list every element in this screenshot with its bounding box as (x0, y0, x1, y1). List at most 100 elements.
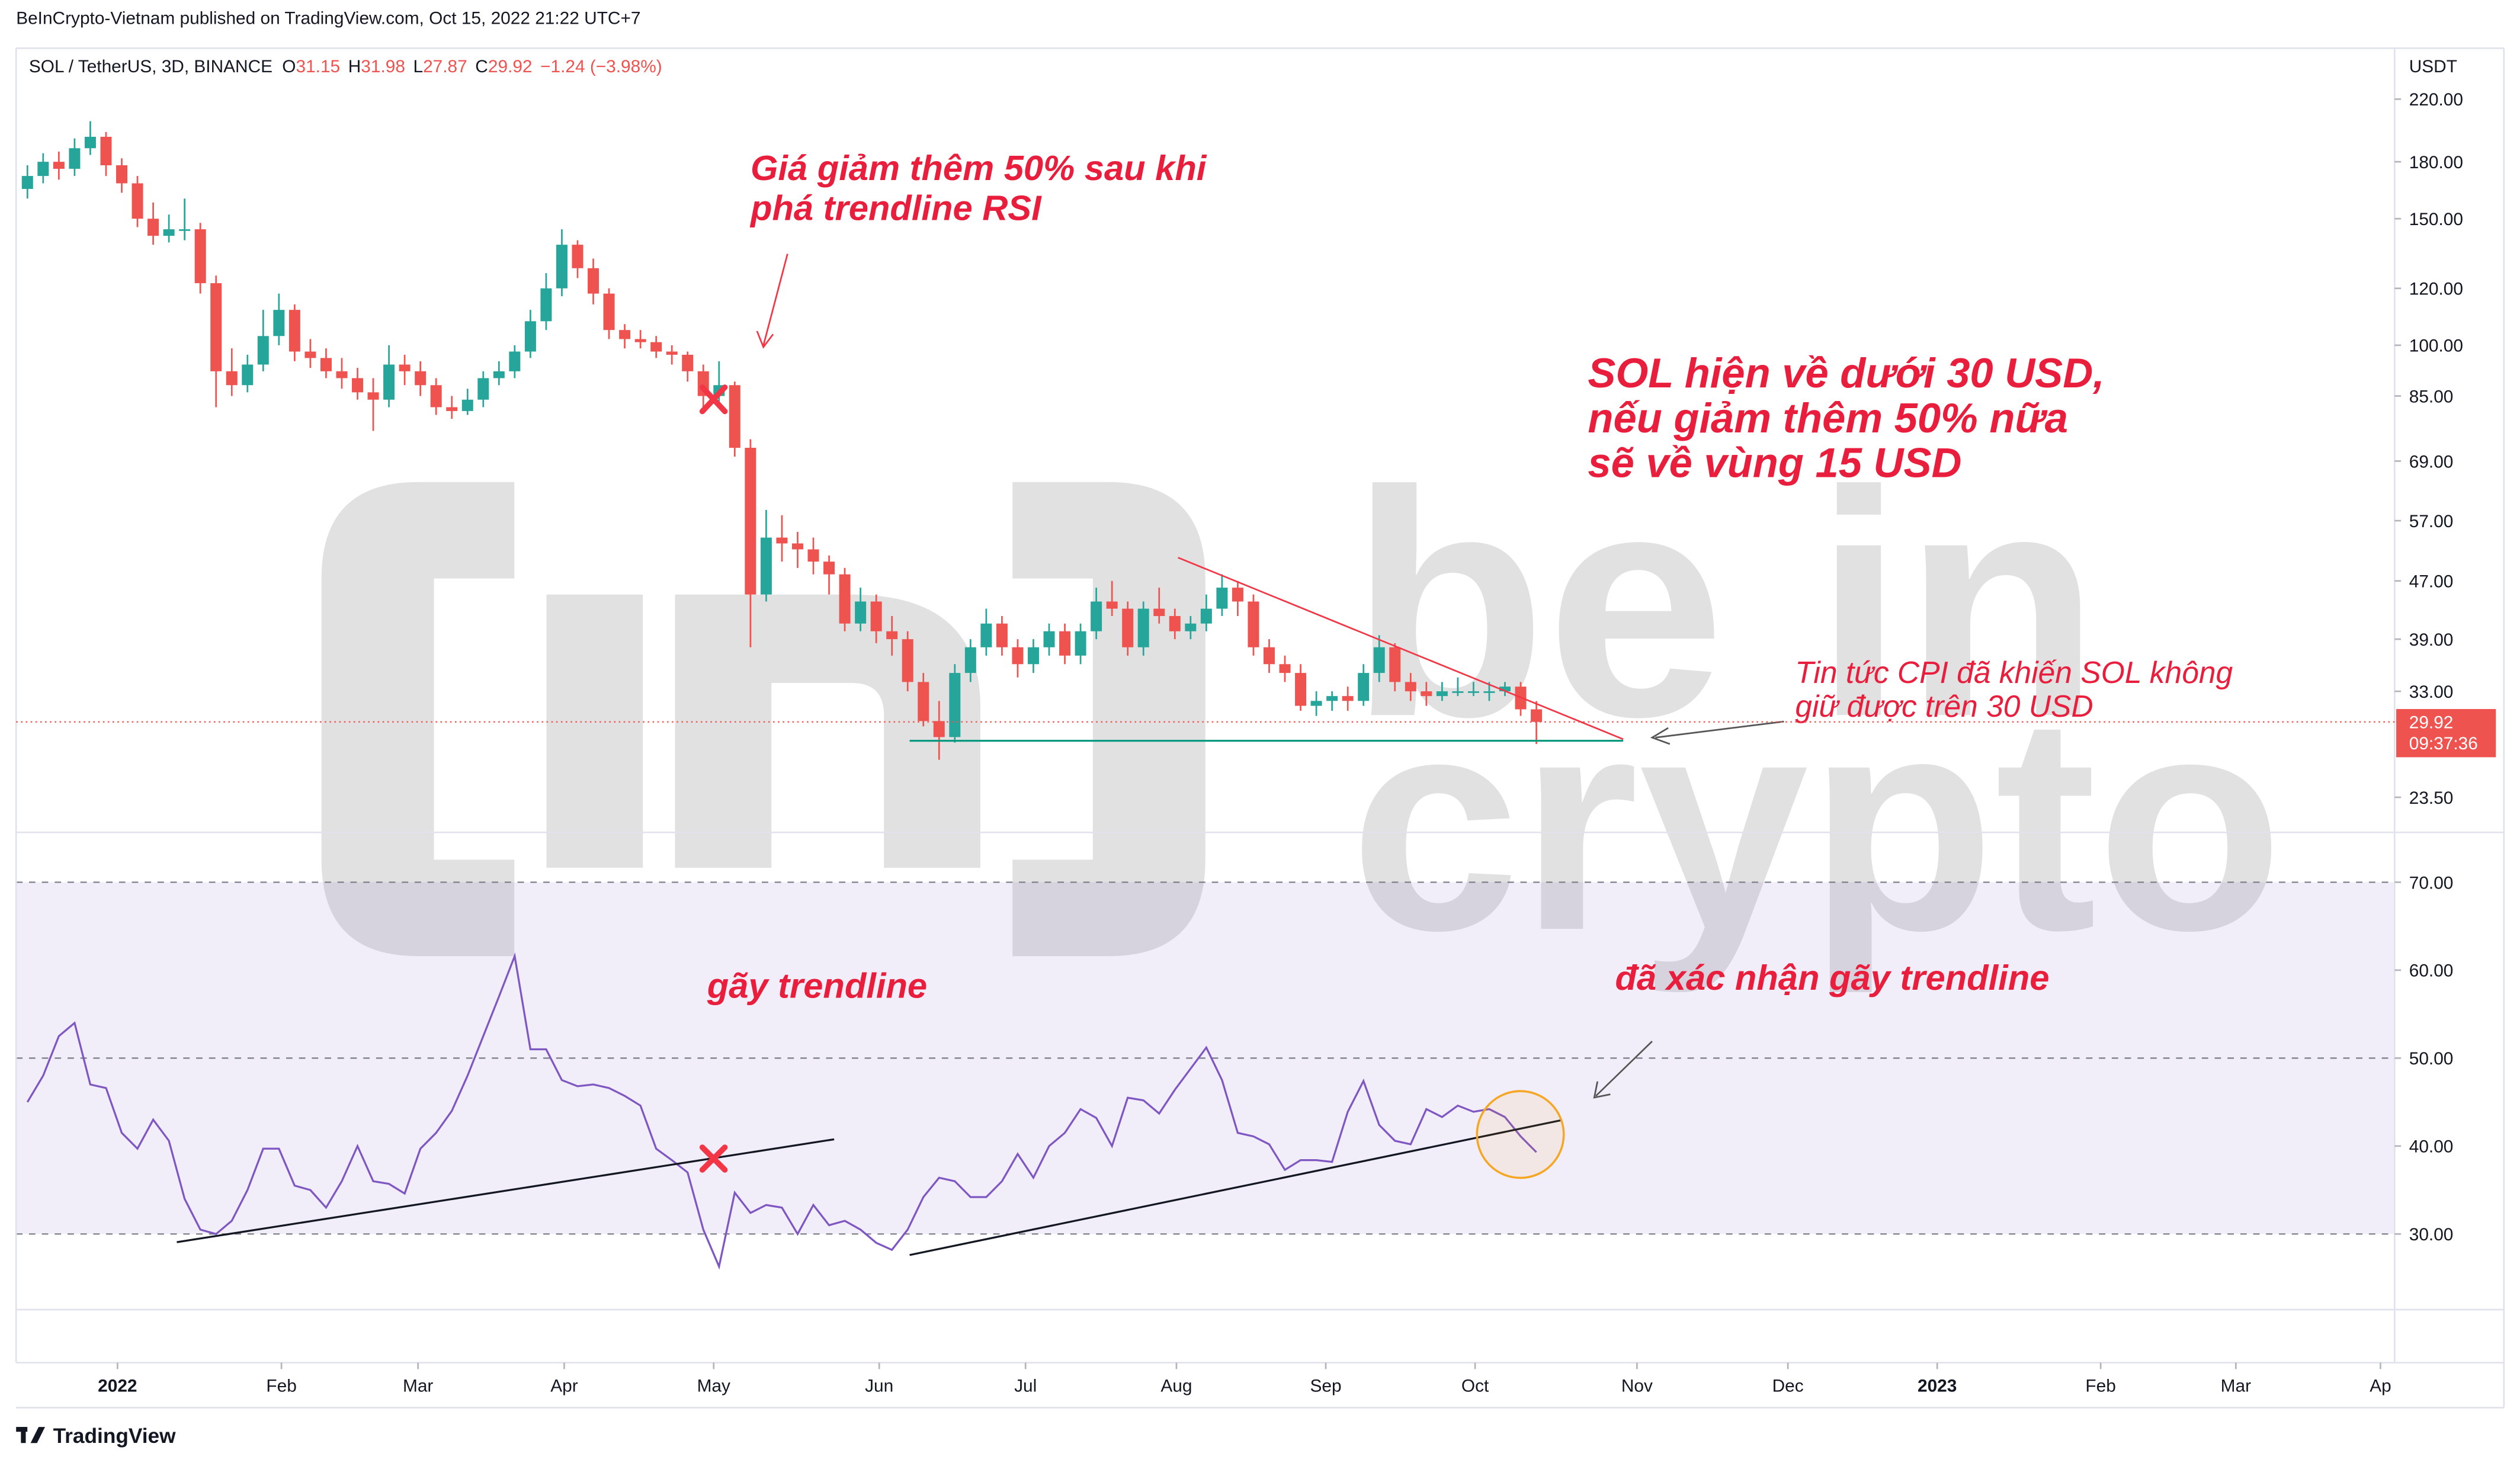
candle-body (918, 682, 929, 721)
watermark: be in crypto (321, 424, 2283, 996)
rsi-y-tick-label: 70.00 (2409, 873, 2454, 893)
candle-body (588, 268, 599, 294)
candle-body (210, 283, 222, 371)
candle-body (791, 543, 803, 550)
x-tick-label: Jul (1014, 1376, 1037, 1396)
arrow-head (1650, 727, 1671, 745)
candle-body (1027, 647, 1039, 665)
change: −1.24 (−3.98%) (540, 57, 662, 76)
candle-body (304, 351, 316, 358)
watermark-bracket (321, 482, 515, 957)
y-tick-label: 23.50 (2409, 788, 2454, 808)
price-tag-value: 29.92 (2409, 713, 2454, 733)
candle-body (1248, 601, 1259, 647)
rsi-y-tick-label: 60.00 (2409, 961, 2454, 981)
candle-body (242, 364, 254, 386)
x-tick-label: Apr (550, 1376, 578, 1396)
annotation: Giá giảm thêm 50% sau khi (751, 148, 1207, 188)
resistance-trendline (1178, 557, 1624, 740)
candle-body (163, 229, 175, 236)
x-tick-label: Mar (2221, 1376, 2251, 1396)
x-tick-label: Dec (1772, 1376, 1804, 1396)
candle-body (839, 574, 851, 624)
candle-body (776, 537, 788, 544)
x-tick-label: Oct (1461, 1376, 1489, 1396)
candle-body (760, 537, 772, 595)
candle-body (273, 310, 285, 336)
candle-body (383, 364, 395, 400)
candle-body (1421, 691, 1432, 697)
candle-body (1295, 673, 1307, 706)
annotation: nếu giảm thêm 50% nữa (1588, 394, 2068, 441)
candle-body (886, 631, 898, 640)
candle-body (352, 378, 364, 393)
candle-body (1279, 664, 1291, 673)
candle-body (682, 354, 694, 371)
candle-body (116, 165, 128, 184)
legend: SOL / TetherUS, 3D, BINANCE O31.15 H31.98 L… (29, 57, 662, 76)
candle-body (996, 623, 1008, 647)
arrow-head (1593, 1081, 1611, 1099)
candle-body (493, 371, 505, 378)
candle-body (1436, 691, 1448, 697)
price-tag-countdown: 09:37:36 (2409, 734, 2478, 753)
currency: USDT (2409, 57, 2457, 76)
candle-body (399, 364, 411, 371)
candle-body (964, 647, 976, 673)
candle-body (980, 623, 992, 647)
candle-body (729, 385, 740, 448)
break-marker (699, 1144, 728, 1173)
candle-body (1232, 588, 1243, 602)
rsi-trendline (909, 1119, 1563, 1256)
x-tick-label: Feb (2085, 1376, 2115, 1396)
candle-body (1091, 601, 1102, 631)
watermark-text: be in (1350, 424, 2100, 783)
ohlc-value: 31.15 (296, 57, 341, 76)
candle-body (53, 162, 65, 169)
break-marker (699, 384, 728, 415)
candle-body (1059, 631, 1071, 656)
candle-body (1373, 647, 1385, 673)
candle-body (1106, 601, 1118, 609)
x-tick-label: Aug (1160, 1376, 1192, 1396)
candle-body (1358, 673, 1370, 701)
y-tick-label: 47.00 (2409, 572, 2454, 592)
y-tick-label: 57.00 (2409, 512, 2454, 531)
highlight-circle (1476, 1090, 1565, 1179)
annotation: đã xác nhận gãy trendline (1615, 958, 2050, 997)
x-tick-label: Ap (2370, 1376, 2391, 1396)
candle-body (226, 371, 238, 386)
candle-body (461, 399, 473, 411)
x-tick-label: May (697, 1376, 730, 1396)
candle-body (1169, 616, 1181, 631)
candle-body (84, 136, 96, 149)
candle-body (179, 229, 191, 231)
candle-body (1122, 608, 1134, 647)
rsi-line (26, 952, 1537, 1270)
annotation: SOL hiện về dưới 30 USD, (1588, 349, 2104, 396)
candle-body (634, 339, 646, 342)
candle-body (1499, 687, 1511, 692)
rsi-y-tick-label: 50.00 (2409, 1049, 2454, 1069)
candle-body (540, 288, 552, 322)
x-tick-label: Jun (865, 1376, 893, 1396)
candle-body (619, 330, 631, 339)
price-tag (2396, 709, 2496, 758)
y-tick-label: 120.00 (2409, 280, 2463, 299)
candle-body (132, 183, 143, 219)
x-tick-label: Feb (266, 1376, 296, 1396)
y-tick-label: 220.00 (2409, 90, 2463, 110)
rsi-trendline (177, 1138, 835, 1243)
candle-body (37, 162, 49, 177)
candle-body (823, 562, 835, 575)
rsi-y-tick-label: 40.00 (2409, 1137, 2454, 1157)
x-tick-label: 2023 (1918, 1376, 1957, 1396)
candle-body (509, 351, 521, 371)
footer-logo (16, 1427, 46, 1443)
footer: TradingView (53, 1425, 177, 1448)
arrow (1595, 1041, 1653, 1097)
candle-body (1467, 691, 1479, 693)
y-tick-label: 100.00 (2409, 336, 2463, 356)
candle-body (1310, 701, 1322, 706)
candle-body (430, 385, 442, 408)
